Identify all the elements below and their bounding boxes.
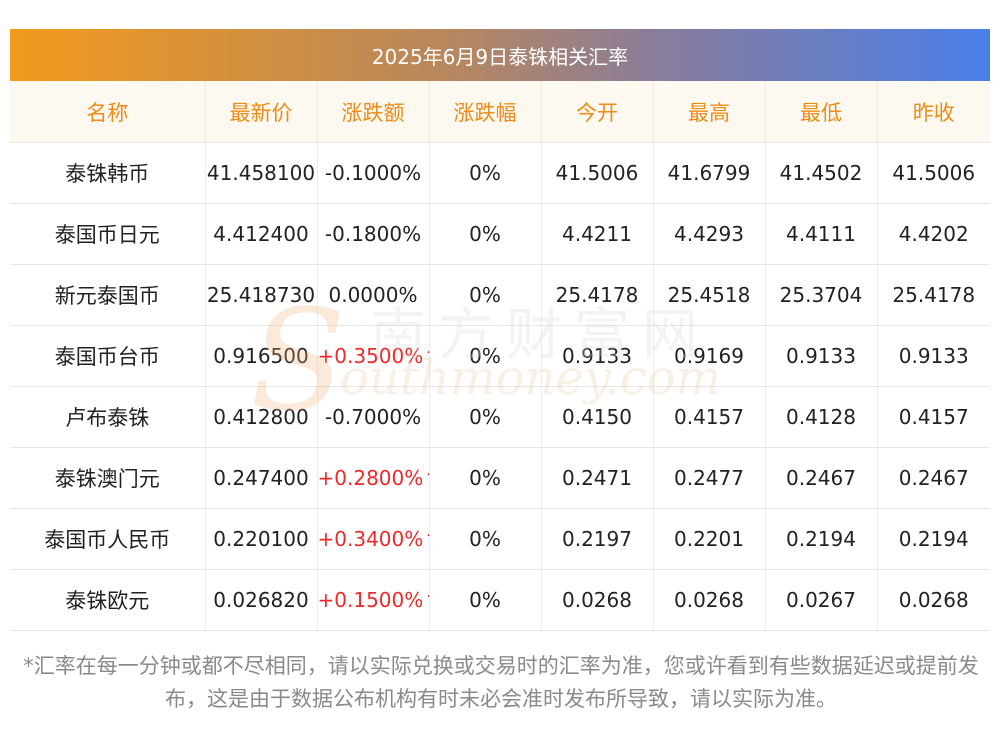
cell-latest: 0.247400 (205, 447, 318, 509)
header-low: 最低 (765, 81, 878, 143)
cell-prev: 0.9133 (877, 325, 990, 387)
cell-pct: 0% (429, 569, 542, 631)
cell-low: 0.0267 (765, 569, 878, 631)
cell-open: 25.4178 (541, 264, 654, 326)
cell-high: 4.4293 (653, 203, 766, 265)
cell-prev: 0.2467 (877, 447, 990, 509)
cell-open: 0.0268 (541, 569, 654, 631)
header-latest: 最新价 (205, 81, 318, 143)
cell-name: 泰国币人民币 (10, 508, 206, 570)
table-row: 泰铢欧元 0.026820 +0.1500%↑ 0% 0.0268 0.0268 0.026… (10, 569, 990, 631)
cell-latest: 41.458100 (205, 142, 318, 204)
cell-change: -0.7000% (317, 386, 430, 448)
cell-low: 0.2194 (765, 508, 878, 570)
cell-name: 泰国币台币 (10, 325, 206, 387)
header-name: 名称 (10, 81, 206, 143)
cell-pct: 0% (429, 264, 542, 326)
cell-high: 0.2201 (653, 508, 766, 570)
cell-name: 卢布泰铢 (10, 386, 206, 448)
cell-low: 0.9133 (765, 325, 878, 387)
header-pct: 涨跌幅 (429, 81, 542, 143)
table-row: 新元泰国币 25.418730 0.0000% 0% 25.4178 25.4518 25.… (10, 264, 990, 326)
cell-prev: 25.4178 (877, 264, 990, 326)
cell-open: 0.9133 (541, 325, 654, 387)
cell-prev: 0.2194 (877, 508, 990, 570)
cell-name: 泰铢澳门元 (10, 447, 206, 509)
cell-pct: 0% (429, 508, 542, 570)
cell-change: -0.1000% (317, 142, 430, 204)
page-title: 2025年6月9日泰铢相关汇率 (371, 44, 629, 69)
table-row: 泰国币人民币 0.220100 +0.3400%↑ 0% 0.2197 0.2201 0.2… (10, 508, 990, 570)
header-open: 今开 (541, 81, 654, 143)
cell-prev: 41.5006 (877, 142, 990, 204)
cell-change: +0.2800%↑ (317, 447, 430, 509)
cell-open: 41.5006 (541, 142, 654, 204)
cell-name: 泰铢韩币 (10, 142, 206, 204)
cell-name: 泰国币日元 (10, 203, 206, 265)
cell-name: 泰铢欧元 (10, 569, 206, 631)
header-change: 涨跌额 (317, 81, 430, 143)
cell-pct: 0% (429, 203, 542, 265)
table-title-bar: 2025年6月9日泰铢相关汇率 (10, 29, 990, 81)
cell-latest: 0.026820 (205, 569, 318, 631)
cell-change: 0.0000% (317, 264, 430, 326)
cell-pct: 0% (429, 142, 542, 204)
cell-low: 0.2467 (765, 447, 878, 509)
cell-pct: 0% (429, 447, 542, 509)
exchange-rate-table: 名称 最新价 涨跌额 涨跌幅 今开 最高 最低 昨收 泰铢韩币 41.458100… (10, 81, 990, 631)
cell-high: 0.0268 (653, 569, 766, 631)
cell-low: 41.4502 (765, 142, 878, 204)
cell-prev: 4.4202 (877, 203, 990, 265)
table-row: 泰铢澳门元 0.247400 +0.2800%↑ 0% 0.2471 0.2477 0.24… (10, 447, 990, 509)
cell-name: 新元泰国币 (10, 264, 206, 326)
cell-open: 0.2197 (541, 508, 654, 570)
table-row: 泰国币台币 0.916500 +0.3500%↑ 0% 0.9133 0.9169 0.91… (10, 325, 990, 387)
cell-open: 0.4150 (541, 386, 654, 448)
cell-prev: 0.0268 (877, 569, 990, 631)
cell-high: 25.4518 (653, 264, 766, 326)
table-header-row: 名称 最新价 涨跌额 涨跌幅 今开 最高 最低 昨收 (10, 81, 990, 143)
cell-high: 0.2477 (653, 447, 766, 509)
cell-high: 41.6799 (653, 142, 766, 204)
table-row: 泰国币日元 4.412400 -0.1800% 0% 4.4211 4.4293 4.411… (10, 203, 990, 265)
disclaimer-footnote: *汇率在每一分钟或都不尽相同，请以实际兑换或交易时的汇率为准，您或许看到有些数据… (23, 654, 979, 711)
cell-high: 0.9169 (653, 325, 766, 387)
table-row: 卢布泰铢 0.412800 -0.7000% 0% 0.4150 0.4157 0.4128… (10, 386, 990, 448)
cell-high: 0.4157 (653, 386, 766, 448)
cell-change: +0.3500%↑ (317, 325, 430, 387)
cell-latest: 0.220100 (205, 508, 318, 570)
cell-pct: 0% (429, 325, 542, 387)
cell-change: -0.1800% (317, 203, 430, 265)
cell-latest: 0.916500 (205, 325, 318, 387)
cell-open: 4.4211 (541, 203, 654, 265)
header-high: 最高 (653, 81, 766, 143)
cell-open: 0.2471 (541, 447, 654, 509)
cell-low: 25.3704 (765, 264, 878, 326)
cell-change: +0.3400%↑ (317, 508, 430, 570)
cell-latest: 4.412400 (205, 203, 318, 265)
cell-pct: 0% (429, 386, 542, 448)
cell-prev: 0.4157 (877, 386, 990, 448)
cell-low: 0.4128 (765, 386, 878, 448)
cell-change: +0.1500%↑ (317, 569, 430, 631)
cell-latest: 0.412800 (205, 386, 318, 448)
table-row: 泰铢韩币 41.458100 -0.1000% 0% 41.5006 41.6799 41.… (10, 142, 990, 204)
cell-low: 4.4111 (765, 203, 878, 265)
cell-latest: 25.418730 (205, 264, 318, 326)
header-prev: 昨收 (877, 81, 990, 143)
